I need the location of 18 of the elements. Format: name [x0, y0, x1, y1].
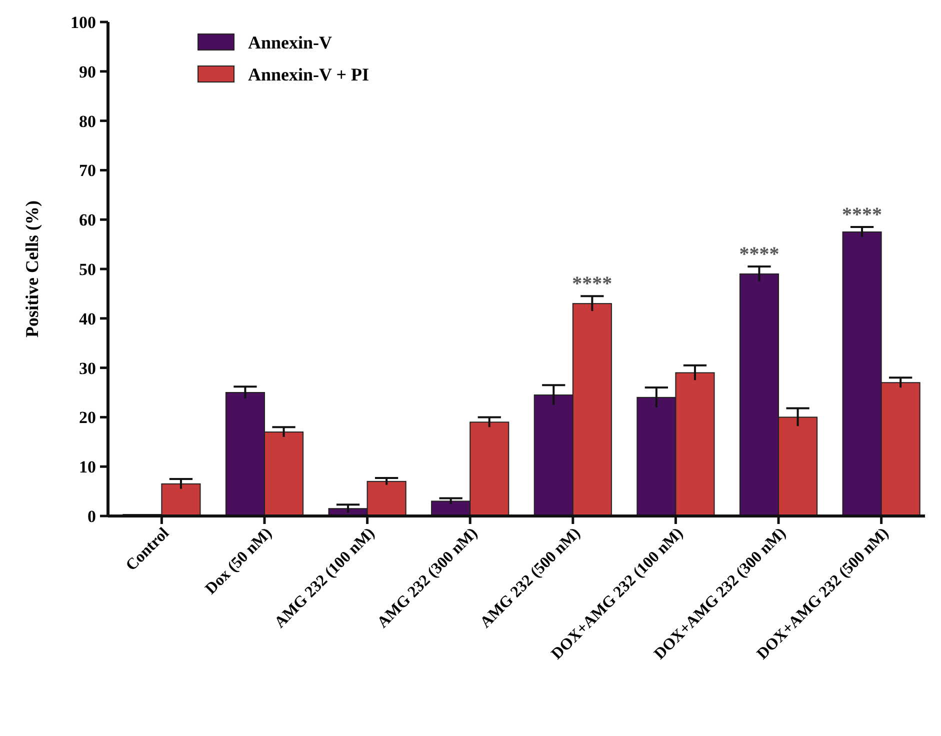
y-tick-label: 40: [79, 309, 96, 328]
y-tick-label: 80: [79, 112, 96, 131]
y-tick-label: 70: [79, 161, 96, 180]
y-tick-label: 50: [79, 260, 96, 279]
legend-label: Annexin-V: [248, 32, 332, 52]
annotation: ****: [572, 273, 612, 296]
annotation: ****: [739, 244, 780, 266]
y-tick-label: 30: [79, 358, 96, 378]
y-tick-label: 100: [70, 12, 96, 32]
x-tick-label: Dox (50 nM): [202, 524, 276, 598]
y-tick-label: 90: [79, 62, 96, 82]
y-tick-label: 0: [88, 506, 96, 526]
y-tick-label: 60: [79, 210, 96, 230]
legend-label: Annexin-V + PI: [248, 64, 369, 84]
y-tick-label: 20: [79, 408, 96, 428]
y-axis-title: Positive Cells (%): [22, 200, 42, 338]
annotation: ****: [842, 204, 882, 226]
y-tick-label: 10: [79, 458, 96, 477]
